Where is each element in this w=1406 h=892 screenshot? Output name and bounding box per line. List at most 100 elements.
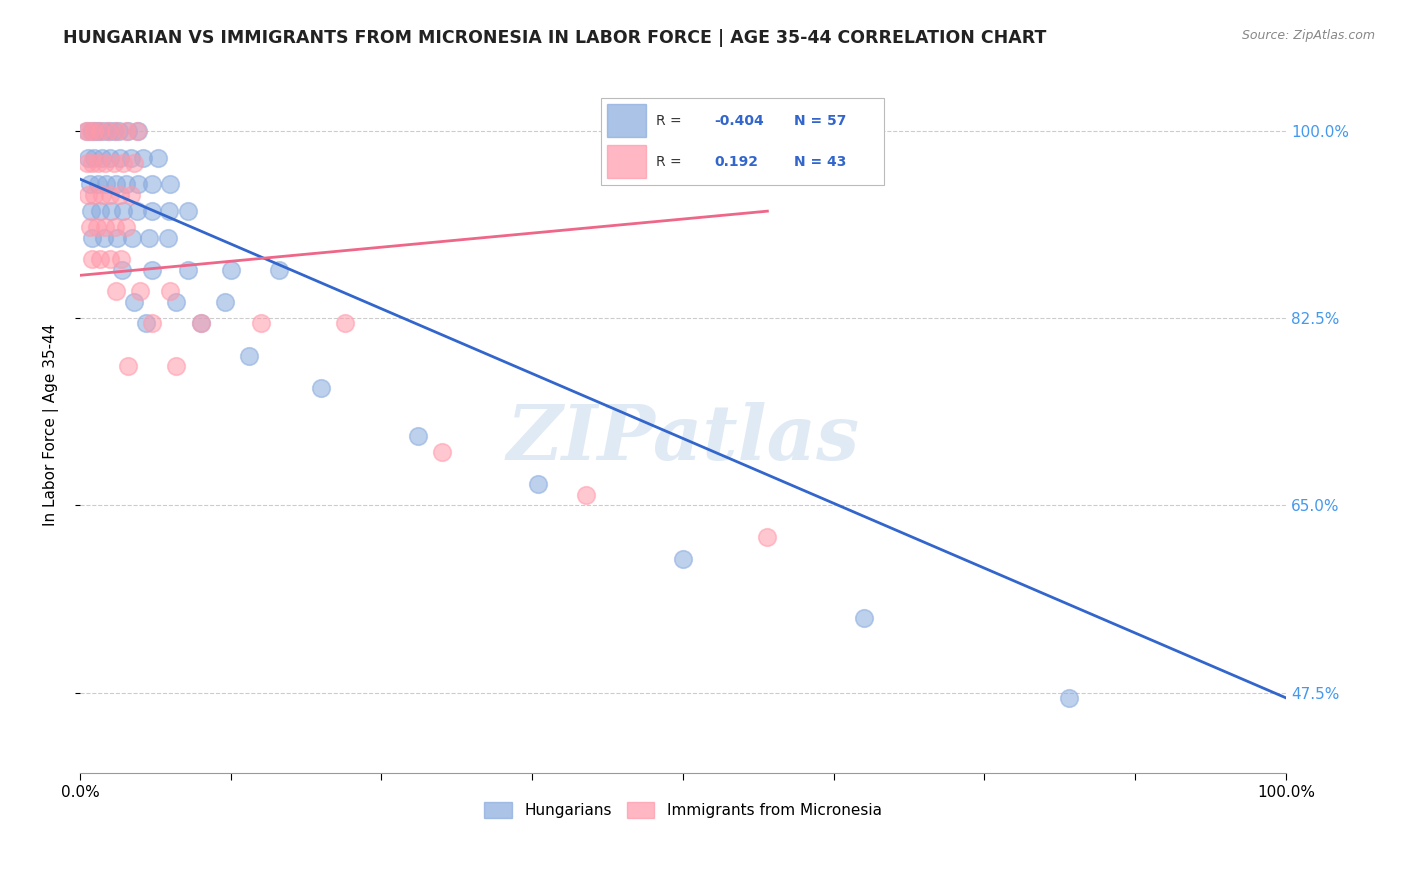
Point xyxy=(79,124,101,138)
Point xyxy=(97,124,120,138)
Point xyxy=(93,124,115,138)
Point xyxy=(98,151,121,165)
Point xyxy=(527,477,550,491)
Point xyxy=(104,220,127,235)
Point xyxy=(105,124,128,138)
Point xyxy=(105,231,128,245)
Point xyxy=(129,285,152,299)
Point xyxy=(238,349,260,363)
Point xyxy=(75,124,97,138)
Point xyxy=(112,204,135,219)
Point xyxy=(852,610,875,624)
Point xyxy=(80,252,103,267)
Point xyxy=(219,263,242,277)
Point xyxy=(135,317,157,331)
Point xyxy=(87,156,110,170)
Point xyxy=(159,178,181,192)
Point xyxy=(756,530,779,544)
Point xyxy=(131,151,153,165)
Point xyxy=(430,445,453,459)
Text: HUNGARIAN VS IMMIGRANTS FROM MICRONESIA IN LABOR FORCE | AGE 35-44 CORRELATION C: HUNGARIAN VS IMMIGRANTS FROM MICRONESIA … xyxy=(63,29,1046,46)
Point xyxy=(89,252,111,267)
Point xyxy=(76,156,98,170)
Point xyxy=(138,231,160,245)
Point xyxy=(190,317,212,331)
Point xyxy=(93,231,115,245)
Legend: Hungarians, Immigrants from Micronesia: Hungarians, Immigrants from Micronesia xyxy=(478,796,887,824)
Point xyxy=(141,263,163,277)
Point xyxy=(98,188,121,202)
Point xyxy=(80,156,103,170)
Point xyxy=(267,263,290,277)
Point xyxy=(110,252,132,267)
Point xyxy=(105,178,128,192)
Point xyxy=(112,156,135,170)
Y-axis label: In Labor Force | Age 35-44: In Labor Force | Age 35-44 xyxy=(44,324,59,526)
Point xyxy=(87,178,110,192)
Point xyxy=(105,285,128,299)
Point xyxy=(79,178,101,192)
Text: Source: ZipAtlas.com: Source: ZipAtlas.com xyxy=(1241,29,1375,42)
Point xyxy=(672,551,695,566)
Point xyxy=(80,204,103,219)
Point xyxy=(127,178,149,192)
Point xyxy=(79,220,101,235)
Point xyxy=(108,151,131,165)
Point xyxy=(250,317,273,331)
Point xyxy=(141,317,163,331)
Point xyxy=(94,156,117,170)
Point xyxy=(108,188,131,202)
Point xyxy=(90,188,112,202)
Point xyxy=(80,124,103,138)
Point xyxy=(98,252,121,267)
Point xyxy=(76,124,98,138)
Point xyxy=(100,204,122,219)
Point xyxy=(127,124,149,138)
Point xyxy=(406,429,429,443)
Point xyxy=(117,359,139,374)
Point xyxy=(89,204,111,219)
Point xyxy=(335,317,357,331)
Point xyxy=(165,359,187,374)
Point xyxy=(97,124,120,138)
Point xyxy=(96,178,118,192)
Point xyxy=(114,124,136,138)
Point xyxy=(114,220,136,235)
Point xyxy=(83,188,105,202)
Point xyxy=(111,263,134,277)
Point xyxy=(103,124,125,138)
Point xyxy=(122,156,145,170)
Point xyxy=(120,188,142,202)
Point xyxy=(1057,690,1080,705)
Point xyxy=(103,156,125,170)
Point xyxy=(80,231,103,245)
Point xyxy=(125,204,148,219)
Point xyxy=(165,295,187,310)
Point xyxy=(77,151,100,165)
Point xyxy=(159,285,181,299)
Point xyxy=(309,381,332,395)
Text: ZIPatlas: ZIPatlas xyxy=(506,402,859,476)
Point xyxy=(177,204,200,219)
Point xyxy=(190,317,212,331)
Point xyxy=(90,151,112,165)
Point xyxy=(83,151,105,165)
Point xyxy=(125,124,148,138)
Point xyxy=(177,263,200,277)
Point xyxy=(114,178,136,192)
Point xyxy=(94,220,117,235)
Point xyxy=(156,231,179,245)
Point xyxy=(122,295,145,310)
Point xyxy=(157,204,180,219)
Point xyxy=(121,231,143,245)
Point xyxy=(575,488,598,502)
Point xyxy=(89,124,111,138)
Point xyxy=(148,151,170,165)
Point xyxy=(141,204,163,219)
Point xyxy=(141,178,163,192)
Point xyxy=(107,124,129,138)
Point xyxy=(117,124,139,138)
Point xyxy=(84,124,107,138)
Point xyxy=(89,124,111,138)
Point xyxy=(86,220,108,235)
